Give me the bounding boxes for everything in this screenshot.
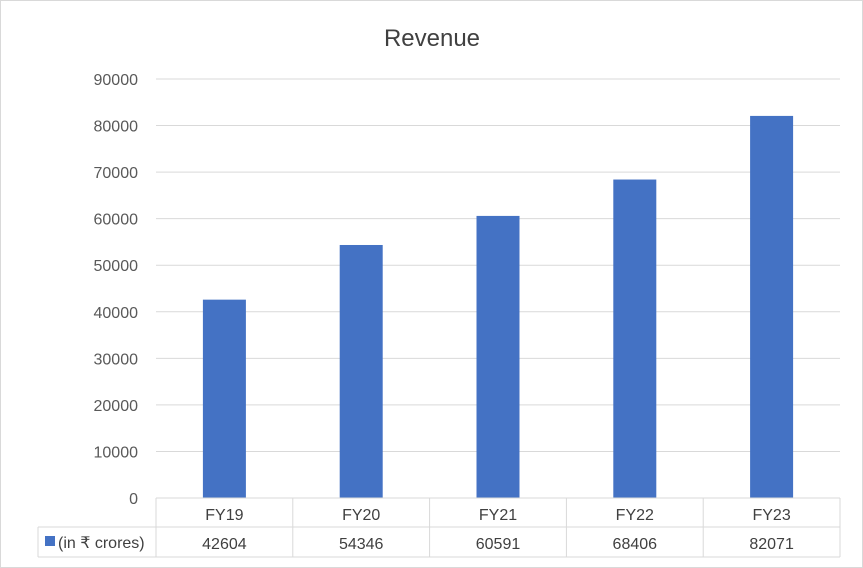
x-category-label: FY22 <box>616 507 654 524</box>
table-value-cell: 82071 <box>749 536 794 553</box>
x-category-label: FY23 <box>752 507 790 524</box>
y-tick-label: 0 <box>129 491 138 508</box>
data-table: FY19 FY20 FY21 FY22 FY23 (in ₹ crores) 42604 54… <box>37 497 841 558</box>
bar-fy20 <box>339 244 383 498</box>
y-tick-label: 40000 <box>94 305 139 322</box>
bar-fy23 <box>750 115 794 498</box>
bar-fy21 <box>476 215 520 499</box>
y-axis-tick-labels: 0 10000 20000 30000 40000 50000 60000 70000 8000… <box>94 72 139 508</box>
table-value-cell: 54346 <box>339 536 384 553</box>
table-value-cell: 60591 <box>476 536 521 553</box>
table-row-label: (in ₹ crores) <box>58 535 145 552</box>
y-tick-label: 20000 <box>94 398 139 415</box>
bar-fy22 <box>613 179 657 498</box>
bars <box>202 115 794 499</box>
y-tick-label: 90000 <box>94 72 139 89</box>
y-tick-label: 30000 <box>94 351 139 368</box>
x-category-label: FY21 <box>479 507 517 524</box>
table-value-cell: 42604 <box>202 536 247 553</box>
y-tick-label: 10000 <box>94 444 139 461</box>
x-category-label: FY19 <box>205 507 243 524</box>
chart-title: Revenue <box>384 25 480 52</box>
bar-fy19 <box>202 299 246 498</box>
y-tick-label: 50000 <box>94 258 139 275</box>
x-category-label: FY20 <box>342 507 380 524</box>
y-tick-label: 80000 <box>94 119 139 136</box>
legend-swatch <box>45 536 55 546</box>
y-tick-label: 70000 <box>94 165 139 182</box>
y-tick-label: 60000 <box>94 212 139 229</box>
table-value-cell: 68406 <box>613 536 658 553</box>
